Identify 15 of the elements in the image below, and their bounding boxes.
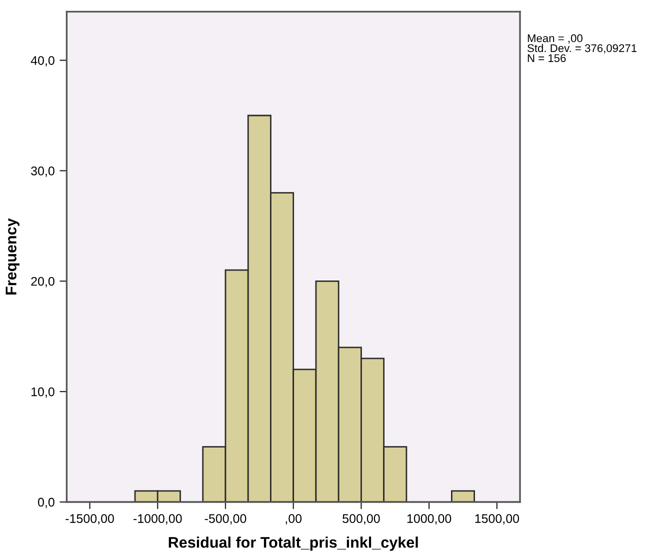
x-tick-label: -1500,00 [66,514,114,524]
y-tick-label: 30,0 [31,166,54,177]
x-tick-label: -500,00 [204,514,246,524]
y-tick-label: 0,0 [38,498,54,508]
x-tick-label: -1000,00 [134,514,182,524]
x-tick-label: 500,00 [342,514,380,524]
y-tick-label: 40,0 [30,56,54,66]
x-tick-label: 1000,00 [407,514,452,524]
x-tick-label: ,00 [286,514,302,524]
y-tick-label: 20,0 [31,276,54,288]
text: Mean = ,00 Std. Dev. = 376,09271 N = 156 [528,34,637,62]
x-axis-title: Residual for Totalt_pris_inkl_cykel [168,536,418,551]
x-tick-label: 1500,00 [475,514,520,524]
y-tick-label: 10,0 [32,387,54,398]
y-axis-title: Frequency [6,218,20,294]
